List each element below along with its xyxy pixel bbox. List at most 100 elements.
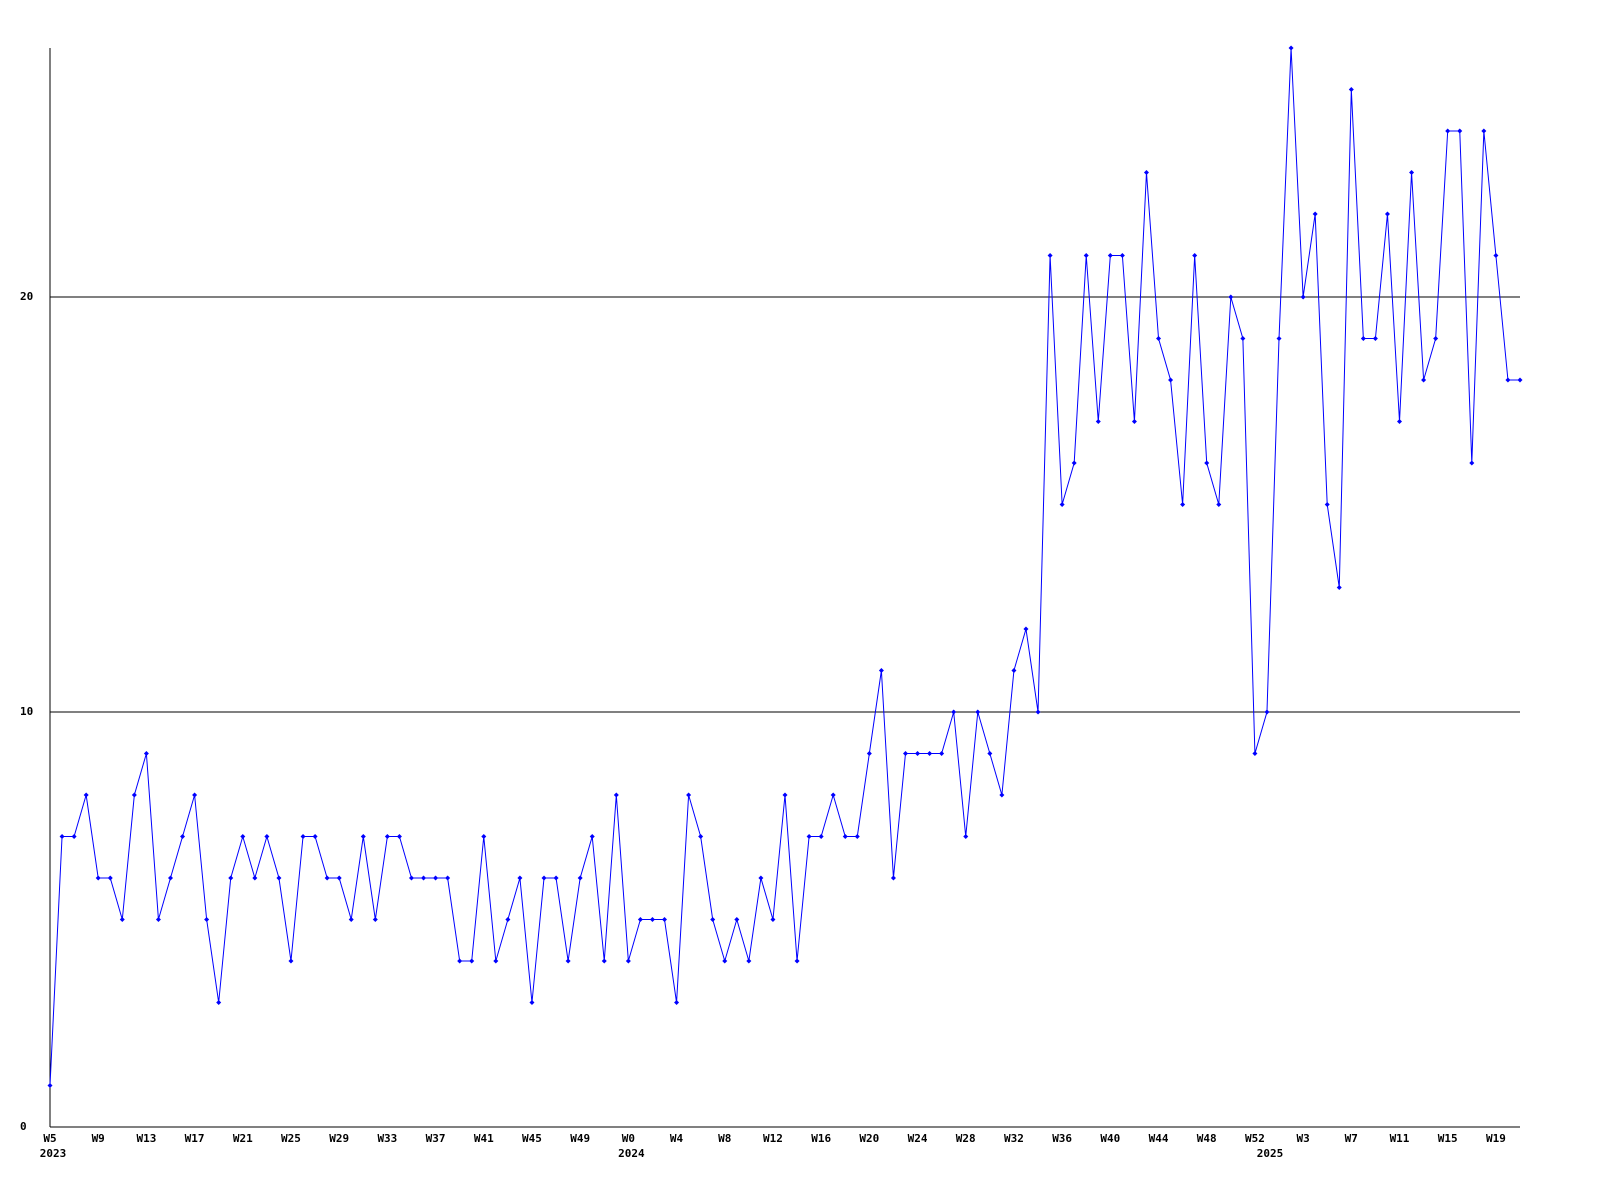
data-point bbox=[216, 1000, 222, 1005]
data-point bbox=[890, 875, 896, 881]
data-point bbox=[71, 834, 77, 839]
y-tick-label: 0 bbox=[20, 1120, 27, 1133]
data-point bbox=[637, 917, 643, 922]
data-point bbox=[276, 875, 282, 881]
data-point bbox=[625, 958, 631, 964]
data-point bbox=[1360, 336, 1366, 341]
x-tick-label: W36 bbox=[1052, 1132, 1072, 1145]
x-tick-label: W41 bbox=[474, 1132, 494, 1145]
data-point bbox=[408, 875, 414, 881]
data-point bbox=[1397, 419, 1403, 424]
x-tick-label: W25 bbox=[281, 1132, 301, 1145]
data-point bbox=[902, 751, 908, 756]
x-tick-label: W20 bbox=[859, 1132, 879, 1145]
x-tick-label: W17 bbox=[185, 1132, 205, 1145]
data-point bbox=[1457, 128, 1463, 134]
data-point bbox=[830, 792, 836, 798]
data-point bbox=[794, 958, 800, 964]
data-point bbox=[1011, 668, 1017, 673]
data-point bbox=[252, 875, 258, 881]
x-tick-label: W19 bbox=[1486, 1132, 1506, 1145]
data-point bbox=[662, 917, 668, 922]
data-point bbox=[915, 751, 921, 756]
data-point bbox=[95, 875, 101, 881]
data-point bbox=[649, 917, 655, 922]
data-point bbox=[1131, 419, 1137, 424]
data-point bbox=[143, 751, 149, 756]
data-point bbox=[493, 958, 499, 964]
data-point bbox=[758, 875, 764, 881]
y-tick-label: 10 bbox=[20, 705, 33, 718]
x-tick-label: W13 bbox=[136, 1132, 156, 1145]
data-point bbox=[1469, 460, 1475, 466]
data-point bbox=[565, 958, 571, 964]
x-tick-label: W7 bbox=[1345, 1132, 1358, 1145]
data-point bbox=[1240, 336, 1246, 341]
data-point bbox=[1143, 170, 1149, 175]
data-point bbox=[1421, 377, 1427, 383]
data-point bbox=[336, 875, 342, 881]
data-point bbox=[155, 917, 161, 922]
x-tick-label: W16 bbox=[811, 1132, 831, 1145]
data-point bbox=[1156, 336, 1162, 341]
data-point bbox=[866, 751, 872, 756]
x-tick-label: W33 bbox=[377, 1132, 397, 1145]
data-point bbox=[806, 834, 812, 839]
x-tick-label: W49 bbox=[570, 1132, 590, 1145]
data-point bbox=[987, 751, 993, 756]
x-tick-label: W29 bbox=[329, 1132, 349, 1145]
data-point bbox=[529, 1000, 535, 1005]
data-point bbox=[1023, 626, 1029, 632]
data-point bbox=[577, 875, 583, 881]
data-point bbox=[107, 875, 113, 881]
data-point bbox=[1517, 377, 1523, 383]
data-point bbox=[180, 834, 186, 839]
x-tick-label: W44 bbox=[1149, 1132, 1169, 1145]
data-point bbox=[601, 958, 607, 964]
data-point bbox=[927, 751, 933, 756]
data-point bbox=[131, 792, 137, 798]
data-point bbox=[167, 875, 173, 881]
data-point bbox=[469, 958, 475, 964]
data-point bbox=[770, 917, 776, 922]
x-tick-label: W40 bbox=[1100, 1132, 1120, 1145]
x-tick-label: W52 bbox=[1245, 1132, 1265, 1145]
x-tick-label: W5 bbox=[43, 1132, 56, 1145]
x-tick-label: W12 bbox=[763, 1132, 783, 1145]
data-point bbox=[589, 834, 595, 839]
data-point bbox=[1312, 211, 1318, 217]
data-point bbox=[1409, 170, 1415, 175]
data-point bbox=[1505, 377, 1511, 383]
data-point bbox=[1493, 253, 1499, 258]
x-tick-label: W8 bbox=[718, 1132, 731, 1145]
x-tick-label: W24 bbox=[908, 1132, 928, 1145]
x-tick-label: W21 bbox=[233, 1132, 253, 1145]
data-point bbox=[288, 958, 294, 964]
data-point bbox=[228, 875, 234, 881]
data-point bbox=[505, 917, 511, 922]
data-point bbox=[481, 834, 487, 839]
data-point bbox=[939, 751, 945, 756]
data-point bbox=[1204, 460, 1210, 466]
data-point bbox=[1348, 87, 1354, 92]
data-point bbox=[300, 834, 306, 839]
data-point bbox=[818, 834, 824, 839]
data-point bbox=[457, 958, 463, 964]
data-point bbox=[842, 834, 848, 839]
data-point bbox=[963, 834, 969, 839]
x-tick-label: W37 bbox=[426, 1132, 446, 1145]
data-point bbox=[384, 834, 390, 839]
data-point bbox=[1300, 294, 1306, 300]
data-point bbox=[119, 917, 125, 922]
data-point bbox=[854, 834, 860, 839]
data-point bbox=[613, 792, 619, 798]
data-point bbox=[1324, 502, 1330, 507]
data-point bbox=[1047, 253, 1053, 258]
data-point bbox=[1180, 502, 1186, 507]
data-point bbox=[1107, 253, 1113, 258]
data-point bbox=[698, 834, 704, 839]
data-point bbox=[1059, 502, 1065, 507]
x-tick-label: W11 bbox=[1390, 1132, 1410, 1145]
